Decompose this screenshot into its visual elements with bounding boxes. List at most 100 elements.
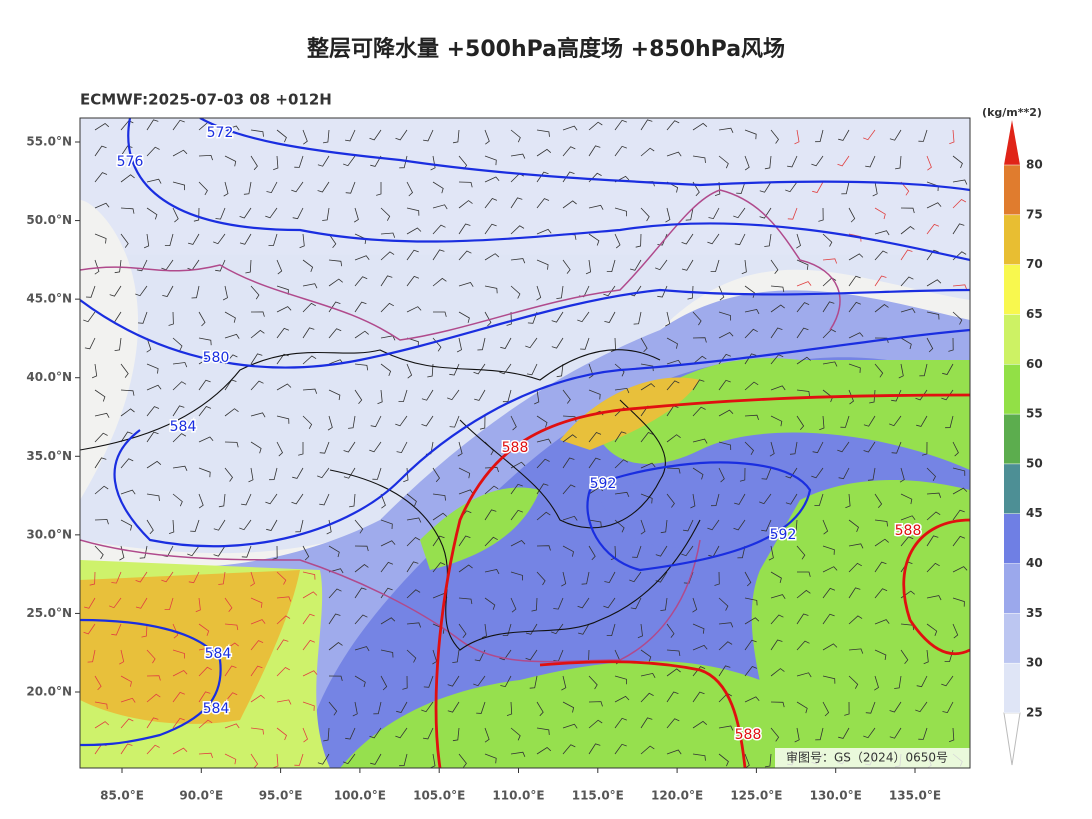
wind-barb — [302, 639, 315, 651]
wind-barb — [588, 145, 601, 157]
wind-barb — [770, 415, 783, 427]
contour-label: 588 — [502, 440, 529, 456]
wind-barb — [499, 649, 512, 661]
colorbar-segment — [1004, 414, 1020, 464]
wind-barb — [473, 363, 486, 375]
wind-barb — [224, 125, 240, 131]
wind-barb — [427, 363, 434, 378]
wind-barb — [562, 171, 575, 183]
wind-barb — [666, 668, 681, 677]
wind-barb — [399, 753, 408, 767]
wind-barb — [380, 363, 392, 377]
wind-barb — [869, 389, 876, 404]
wind-barb — [900, 515, 916, 521]
wind-barb — [718, 467, 725, 483]
wind-barb — [302, 415, 313, 429]
wind-barb — [354, 545, 369, 552]
wind-barb — [276, 699, 292, 705]
wind-barb — [369, 441, 382, 453]
wind-barb — [222, 285, 228, 301]
wind-barb — [744, 753, 750, 768]
wind-barb — [146, 717, 159, 729]
wind-barb — [432, 181, 444, 194]
wind-barb — [345, 129, 356, 142]
wind-barb — [484, 727, 490, 743]
wind-barb — [250, 329, 265, 339]
wind-barb — [527, 311, 538, 324]
wind-barb — [191, 285, 200, 299]
wind-barb — [250, 285, 260, 300]
wind-barb — [510, 415, 517, 431]
wind-barb — [250, 640, 264, 651]
wind-barb — [224, 753, 237, 765]
wind-barb — [614, 233, 621, 249]
wind-barb — [111, 571, 122, 584]
wind-barb — [94, 122, 110, 131]
wind-barb — [354, 646, 370, 652]
wind-barb — [402, 675, 408, 690]
wind-barb — [432, 204, 448, 210]
wind-barb — [614, 459, 629, 469]
colorbar-label: 50 — [1026, 456, 1043, 470]
wind-barb — [224, 311, 236, 323]
wind-barb — [692, 644, 708, 651]
wind-barb — [822, 545, 835, 555]
wind-barb — [250, 753, 259, 768]
wind-barb — [146, 337, 152, 353]
wind-barb — [85, 285, 96, 298]
wind-barb — [477, 337, 486, 351]
wind-barb — [707, 519, 720, 531]
lat-tick-label: 40.0°N — [26, 370, 72, 384]
wind-barb — [718, 155, 729, 169]
wind-barb — [718, 332, 734, 339]
wind-barb — [224, 441, 239, 448]
wind-barb — [198, 719, 213, 729]
wind-barb — [146, 406, 160, 417]
wind-barb — [224, 723, 240, 729]
wind-barb — [769, 441, 775, 457]
wind-barb — [250, 311, 265, 317]
wind-barb — [276, 667, 290, 677]
wind-barb — [588, 519, 602, 528]
wind-barb — [354, 389, 363, 405]
wind-barb — [770, 639, 783, 651]
wind-barb — [926, 467, 936, 481]
wind-barb — [692, 438, 708, 444]
wind-barb — [510, 727, 521, 741]
wind-barb — [373, 701, 382, 715]
colorbar-segment — [1004, 613, 1020, 664]
wind-barb — [291, 181, 304, 193]
wind-barb — [302, 591, 318, 599]
colorbar-unit: (kg/m**2) — [982, 106, 1042, 119]
wind-barb — [432, 224, 446, 235]
wind-barb — [432, 467, 441, 483]
wind-barb — [562, 457, 575, 469]
wind-barb — [146, 363, 159, 374]
wind-barb — [458, 467, 471, 479]
wind-barb — [761, 467, 772, 480]
wind-barb — [474, 649, 486, 662]
colorbar-segment — [1004, 463, 1020, 514]
wind-barb — [900, 225, 915, 235]
wind-barb — [250, 727, 264, 735]
wind-barb — [614, 695, 630, 703]
wind-barb — [120, 458, 134, 469]
wind-barb — [926, 279, 942, 287]
wind-barb — [224, 642, 239, 651]
wind-barb — [838, 467, 850, 480]
lat-tick-label: 35.0°N — [26, 449, 72, 463]
wind-barb — [406, 337, 419, 347]
wind-barb — [276, 383, 292, 391]
wind-barb — [265, 493, 278, 505]
wind-barb — [198, 181, 208, 196]
colorbar-segment — [1004, 264, 1020, 315]
wind-barb — [265, 207, 278, 219]
wind-barb — [120, 174, 135, 183]
wind-barb — [380, 275, 393, 287]
wind-barb — [458, 250, 472, 261]
wind-barb — [380, 232, 396, 238]
wind-barb — [845, 493, 851, 509]
wind-barb — [580, 337, 590, 350]
wind-barb — [94, 432, 108, 443]
